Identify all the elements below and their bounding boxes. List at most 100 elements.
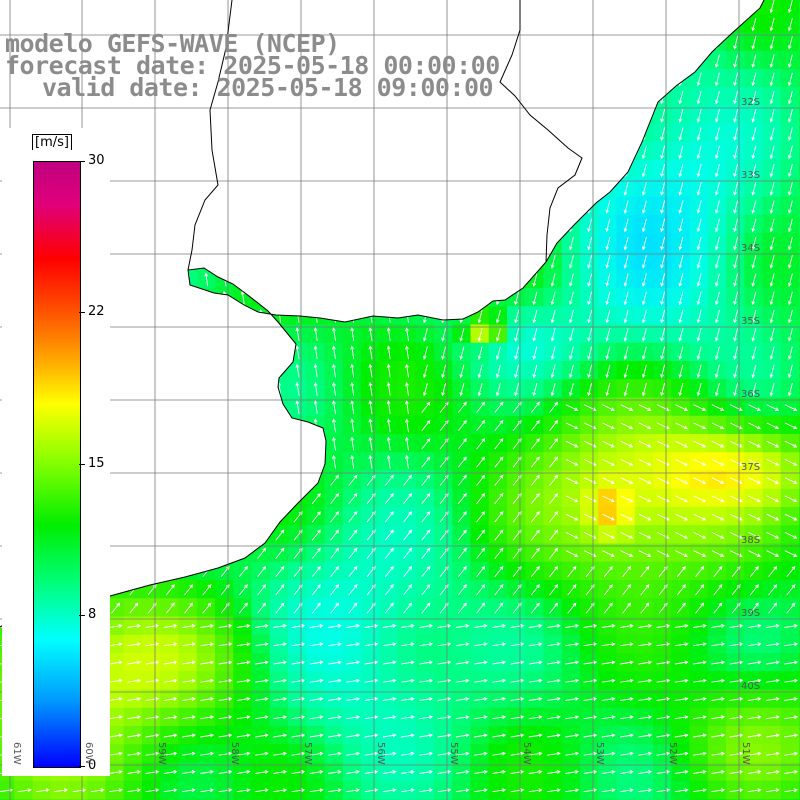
wind-arrow <box>656 642 671 647</box>
wind-speed-cell <box>269 744 289 764</box>
wind-arrow <box>510 733 525 738</box>
wind-speed-cell <box>634 251 654 271</box>
wind-arrow <box>273 769 288 774</box>
wind-arrow <box>693 788 707 793</box>
wind-speed-cell <box>397 507 417 526</box>
wind-speed-cell <box>397 780 417 800</box>
wind-arrow <box>784 458 798 466</box>
wind-speed-cell <box>653 689 672 709</box>
wind-speed-cell <box>415 361 435 380</box>
wind-arrow <box>638 495 652 503</box>
wind-arrow <box>530 419 540 432</box>
wind-arrow <box>421 584 431 596</box>
wind-arrow <box>331 381 336 396</box>
wind-arrow <box>127 642 142 647</box>
wind-speed-cell <box>215 744 234 764</box>
colorbar-tick-label: 22 <box>88 304 105 319</box>
wind-speed-cell <box>269 580 289 599</box>
wind-speed-cell <box>397 452 417 472</box>
wind-speed-cell <box>215 726 234 745</box>
wind-arrow <box>711 422 725 430</box>
wind-speed-cell <box>616 598 636 618</box>
wind-speed-cell <box>744 689 764 709</box>
wind-arrow <box>309 660 324 665</box>
wind-speed-cell <box>470 580 490 599</box>
wind-speed-cell <box>707 69 727 88</box>
wind-speed-cell <box>342 361 362 380</box>
wind-speed-cell <box>744 324 764 344</box>
wind-speed-cell <box>269 780 289 800</box>
wind-arrow <box>492 696 507 701</box>
wind-speed-cell <box>580 561 599 581</box>
wind-arrow <box>492 678 507 683</box>
wind-speed-cell <box>762 87 782 107</box>
wind-arrow <box>674 660 689 665</box>
wind-speed-cell <box>598 616 618 636</box>
wind-speed-cell <box>342 707 362 727</box>
wind-speed-cell <box>178 653 198 672</box>
wind-arrow <box>530 456 540 468</box>
wind-arrow <box>309 769 324 774</box>
wind-arrow <box>368 454 373 469</box>
wind-speed-cell <box>488 689 508 709</box>
wind-speed-cell <box>744 288 764 307</box>
wind-speed-cell <box>361 342 380 362</box>
wind-speed-cell <box>507 762 526 782</box>
wind-speed-cell <box>178 598 198 618</box>
wind-speed-cell <box>507 379 526 399</box>
wind-speed-cell <box>543 507 563 526</box>
wind-arrow <box>145 788 160 793</box>
wind-speed-cell <box>397 397 417 417</box>
wind-arrow <box>678 218 684 233</box>
wind-speed-cell <box>671 123 691 143</box>
wind-arrow <box>693 495 707 503</box>
wind-speed-cell <box>233 598 253 618</box>
wind-arrow <box>729 404 743 411</box>
wind-arrow <box>656 495 670 503</box>
wind-arrow <box>291 788 306 793</box>
wind-arrow <box>678 236 684 251</box>
wind-speed-cell <box>342 488 362 508</box>
wind-arrow <box>182 642 196 647</box>
wind-arrow <box>532 328 538 342</box>
wind-speed-cell <box>634 288 654 307</box>
wind-arrow <box>346 660 361 665</box>
wind-arrow <box>422 364 428 379</box>
wind-arrow <box>419 660 434 665</box>
wind-speed-cell <box>726 178 745 198</box>
wind-speed-cell <box>634 726 654 745</box>
wind-arrow <box>714 291 720 306</box>
wind-arrow <box>273 696 288 701</box>
wind-speed-cell <box>123 744 143 764</box>
wind-speed-cell <box>707 689 727 709</box>
wind-speed-cell <box>689 726 709 745</box>
wind-arrow <box>364 660 379 665</box>
wind-arrow <box>54 788 69 793</box>
colorbar-tick-label: 30 <box>88 153 105 168</box>
wind-arrow <box>127 715 142 720</box>
wind-speed-cell <box>415 780 435 800</box>
wind-arrow <box>550 255 556 269</box>
wind-arrow <box>311 529 321 541</box>
wind-arrow <box>602 458 615 466</box>
wind-speed-cell <box>762 561 782 581</box>
wind-speed-cell <box>452 379 472 399</box>
wind-speed-cell <box>288 379 307 399</box>
wind-arrow <box>532 273 538 287</box>
wind-speed-cell <box>342 744 362 764</box>
wind-speed-cell <box>415 616 435 636</box>
wind-speed-cell <box>50 780 70 800</box>
wind-speed-cell <box>543 379 563 399</box>
wind-speed-cell <box>525 598 545 618</box>
wind-arrow <box>145 642 160 647</box>
wind-arrow <box>330 474 340 486</box>
wind-speed-cell <box>470 525 490 545</box>
wind-speed-cell <box>288 616 307 636</box>
longitude-label: 55W <box>448 742 459 765</box>
wind-arrow <box>714 346 720 360</box>
wind-arrow <box>711 715 726 720</box>
wind-arrow <box>638 477 652 484</box>
wind-arrow <box>550 346 556 360</box>
wind-speed-cell <box>306 762 326 782</box>
wind-speed-cell <box>634 744 654 764</box>
